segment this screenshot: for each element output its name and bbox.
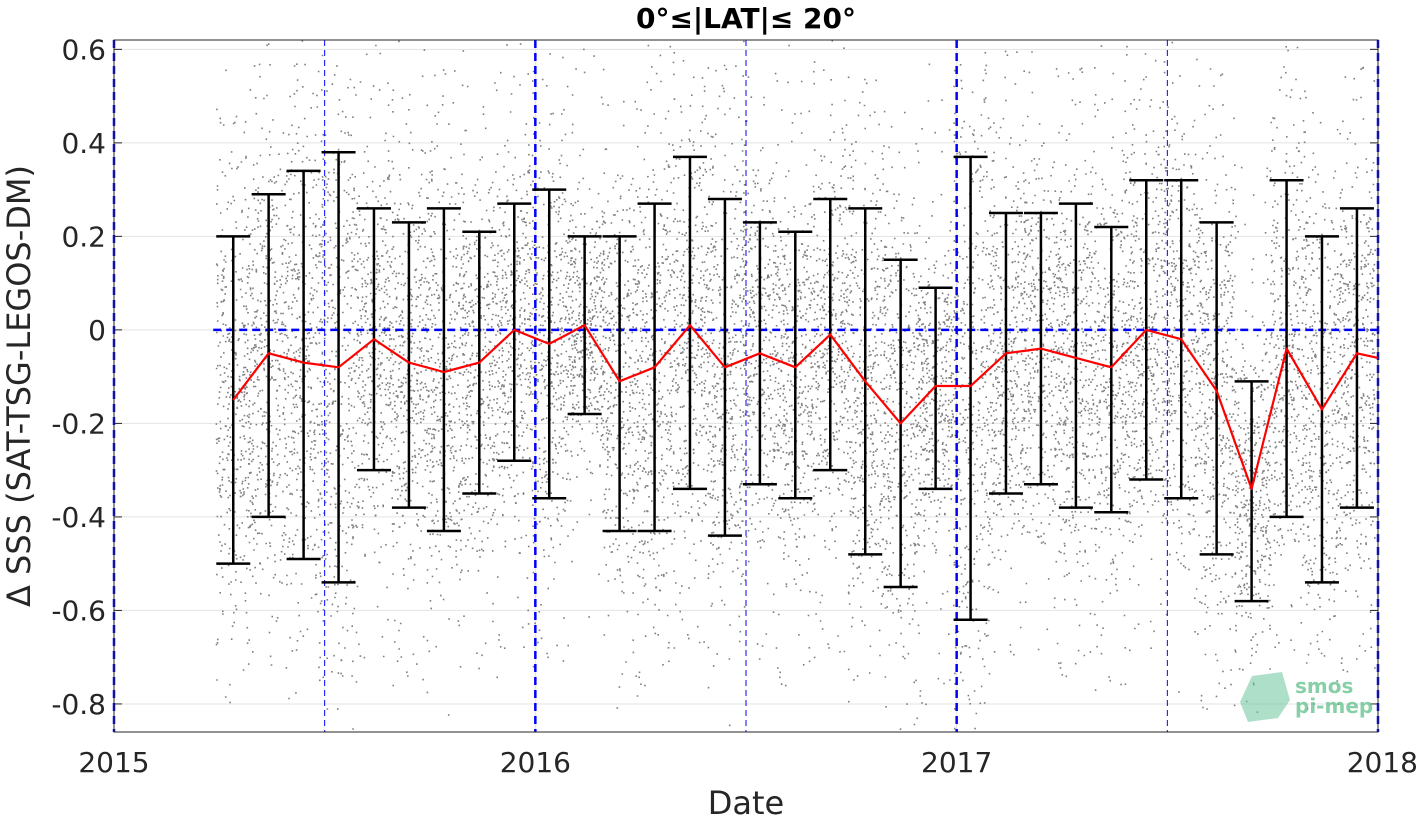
error-bar [286, 169, 321, 561]
x-tick-label: 2017 [921, 746, 992, 779]
y-tick-label: -0.2 [51, 407, 106, 440]
error-bar [1199, 221, 1234, 556]
y-tick-label: -0.4 [51, 501, 106, 534]
scatter-cloud [215, 40, 1377, 730]
error-bar [251, 193, 286, 519]
x-tick-labels: 2015 2016 2017 2018 [78, 746, 1418, 779]
y-tick-label: 0.4 [61, 127, 106, 160]
x-tick-label: 2016 [500, 746, 571, 779]
mean-line [232, 324, 1379, 490]
y-tick-label: 0.2 [61, 220, 106, 253]
error-bar [953, 155, 988, 622]
x-tick-label: 2015 [78, 746, 149, 779]
error-bar [918, 286, 953, 491]
logo-line2: pi-mep [1295, 694, 1373, 718]
error-bar [391, 221, 426, 509]
scatter-points [215, 40, 1377, 730]
y-tick-label: 0 [88, 314, 106, 347]
error-bar [672, 155, 707, 491]
error-bar [1058, 202, 1093, 509]
logo-line1: smos [1295, 674, 1353, 698]
plot-frame [113, 39, 1379, 733]
y-tick-label: 0.6 [61, 33, 106, 66]
y-tick-labels: 0.6 0.4 0.2 0 -0.2 -0.4 -0.6 -0.8 [51, 33, 106, 721]
logo-mark-icon [1240, 672, 1290, 722]
logo: smos pi-mep [1240, 672, 1373, 722]
x-axis-title: Date [708, 784, 784, 818]
error-bar [602, 235, 637, 533]
plot-title: 0°≤|LAT|≤ 20° [636, 2, 856, 35]
error-bar [426, 207, 461, 533]
x-tick-label: 2018 [1347, 746, 1418, 779]
mean-line-group [232, 324, 1379, 490]
error-bar [1094, 225, 1129, 514]
error-bar [497, 202, 532, 463]
y-tick-label: -0.6 [51, 594, 106, 627]
error-bar [1234, 380, 1269, 603]
y-tick-label: -0.8 [51, 688, 106, 721]
error-bar [778, 230, 813, 500]
y-axis-title: Δ SSS (SAT-TSG-LEGOS-DM) [0, 165, 38, 607]
error-bar [1339, 207, 1374, 509]
